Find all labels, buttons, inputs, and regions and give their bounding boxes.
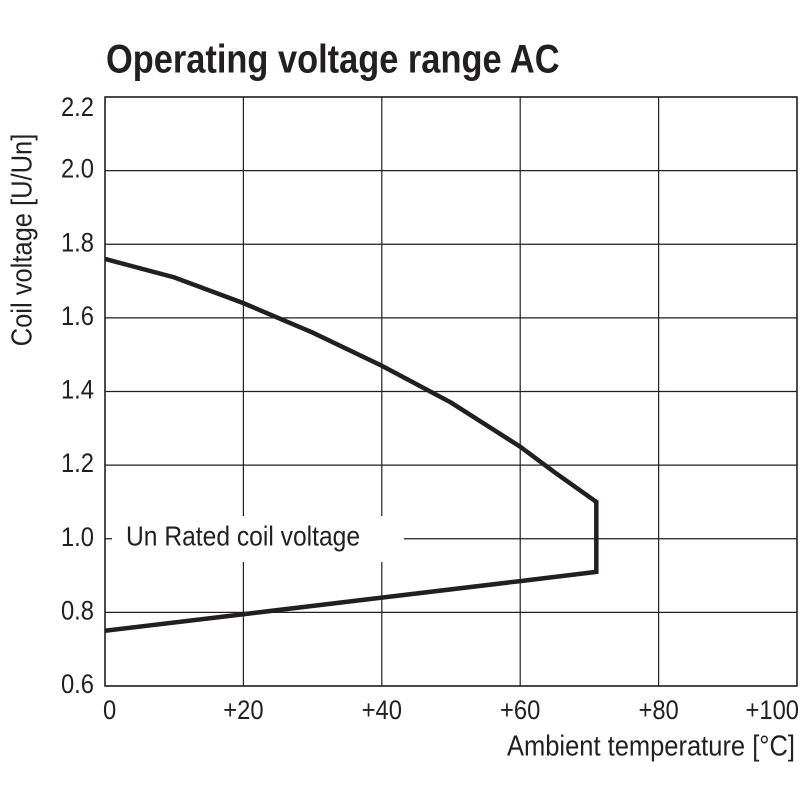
y-tick-label: 1.6 [61, 302, 94, 332]
y-tick-label: 1.2 [61, 449, 94, 479]
x-tick-label: 0 [103, 696, 116, 726]
annotation-background [112, 516, 404, 562]
data-line [104, 256, 599, 634]
chart-title: Operating voltage range AC [106, 36, 560, 81]
x-tick-label: +20 [223, 696, 263, 726]
y-axis-label: Coil voltage [U/Un] [5, 134, 38, 347]
y-tick-label: 1.8 [61, 228, 94, 258]
y-tick-label: 2.0 [61, 154, 94, 184]
annotation: Un Rated coil voltage [126, 520, 360, 552]
x-tick-label: +60 [500, 696, 540, 726]
x-tick-label: +40 [362, 696, 402, 726]
y-tick-label: 1.0 [61, 523, 94, 553]
x-axis-label: Ambient temperature [°C] [507, 729, 795, 762]
plot-frame [104, 96, 798, 687]
x-tick-label: +80 [638, 696, 678, 726]
y-tick-label: 1.4 [61, 375, 94, 405]
x-tick-label: +100 [745, 696, 799, 726]
y-tick-label: 0.8 [61, 596, 94, 626]
y-tick-label: 0.6 [61, 670, 94, 700]
y-tick-label: 2.2 [61, 93, 94, 123]
